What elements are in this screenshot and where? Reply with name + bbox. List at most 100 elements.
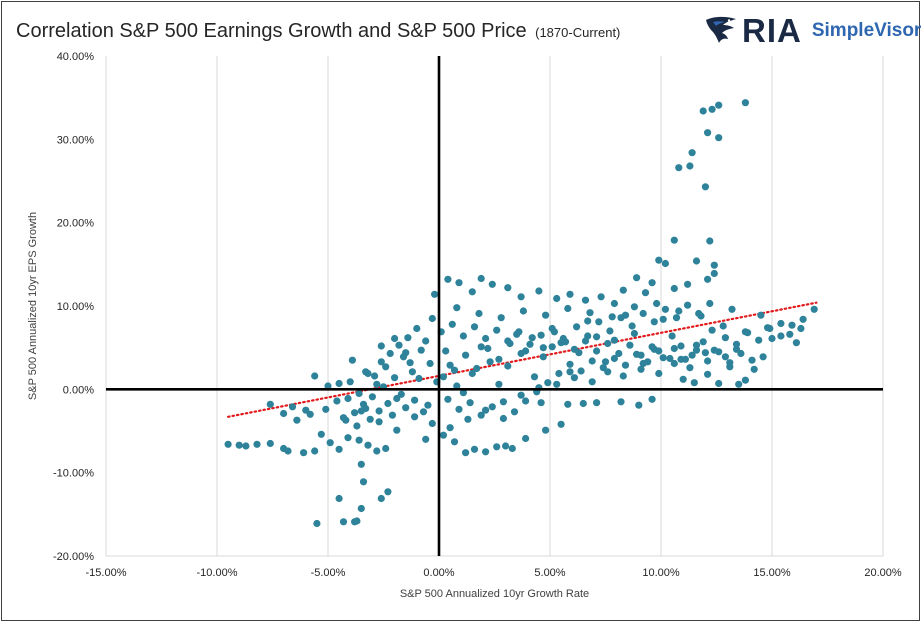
scatter-point [561,338,570,346]
scatter-point [539,353,547,361]
scatter-point [548,343,556,351]
scatter-point [626,341,634,349]
trendline-line [227,301,818,418]
scatter-point [539,344,547,352]
scatter-point [439,373,447,381]
scatter-point [557,420,565,428]
scatter-point [357,407,365,415]
scatter-point [382,444,390,453]
scatter-point [288,403,297,411]
scatter-point [424,401,432,409]
x-tick-label: 5.00% [534,567,565,579]
scatter-point [422,435,430,443]
scatter-point [766,324,774,333]
y-tick-label: -20.00% [53,551,94,563]
scatter-point [564,400,572,408]
scatter-point [497,314,505,322]
scatter-point [406,359,414,367]
scatter-point [681,355,690,363]
scatter-point [353,422,361,430]
scatter-point [684,280,692,288]
scatter-point [499,398,507,406]
scatter-point [670,236,678,244]
y-tick-label: 20.00% [57,218,95,230]
scatter-point [306,410,314,418]
scatter-point [797,324,805,333]
scatter-point [719,322,727,330]
scatter-point [235,441,243,449]
scatter-point [788,321,796,329]
scatter-point [588,357,596,365]
scatter-point [715,134,723,142]
scatter-point [510,408,519,416]
x-tick-label: -5.00% [311,567,346,579]
scatter-point [293,416,301,424]
scatter-point [621,361,630,369]
scatter-point [351,409,359,417]
scatter-point [397,390,405,398]
scatter-point [777,319,785,328]
scatter-point [586,309,594,317]
chart-title: Correlation S&P 500 Earnings Growth and … [16,20,620,43]
scatter-point [786,330,794,338]
scatter-point [470,323,479,331]
scatter-point [704,370,712,378]
scatter-point [706,237,714,245]
x-tick-label: 20.00% [864,567,902,579]
scatter-point [426,359,434,368]
scatter-point [408,368,416,376]
scatter-point [615,349,623,358]
scatter-point [413,324,421,333]
scatter-point [610,336,619,344]
scatter-point [253,440,261,448]
scatter-point [721,334,730,342]
scatter-point [704,357,712,365]
scatter-point [710,261,718,269]
scatter-point [704,129,712,137]
scatter-point [715,101,723,109]
eagle-logo-icon [706,16,736,43]
scatter-point [528,334,536,342]
scatter-point [473,364,481,373]
scatter-point [375,407,383,415]
scatter-point [792,339,801,347]
x-tick-label: -15.00% [86,567,127,579]
scatter-point [566,360,574,368]
y-tick-label: 0.00% [63,384,94,396]
scatter-point [486,358,494,366]
scatter-point [326,439,334,447]
brand-product: SimpleVisor [811,20,921,41]
scatter-point [699,338,707,346]
scatter-point [741,99,750,107]
scatter-point [488,403,496,411]
chart-title-sub: (1870-Current) [535,25,621,40]
brand-logo: RIA SimpleVisor [704,12,921,49]
scatter-point [311,447,319,455]
scatter-point [666,354,674,363]
scatter-point [710,269,718,278]
scatter-point [699,107,707,115]
scatter-point [633,274,641,282]
chart-title-main: Correlation S&P 500 Earnings Growth and … [16,20,527,42]
scatter-point [595,318,603,326]
scatter-point [504,284,512,292]
scatter-point [741,376,750,384]
scatter-point [442,347,450,355]
scatter-point [530,373,539,381]
x-tick-label: 15.00% [753,567,791,579]
scatter-point [446,424,454,432]
scatter-point [648,395,656,403]
scatter-point [384,488,392,496]
scatter-point [439,431,447,439]
x-tick-label: 10.00% [642,567,680,579]
scatter-point [748,356,756,364]
scatter-point [670,344,678,353]
y-tick-label: 30.00% [57,134,95,146]
scatter-point [692,341,701,349]
x-tick-label: 0.00% [423,567,454,579]
scatter-point [373,380,381,388]
scatter-point [366,415,374,423]
scatter-point [388,411,396,419]
scatter-point [677,342,685,350]
scatter-point [517,349,525,358]
